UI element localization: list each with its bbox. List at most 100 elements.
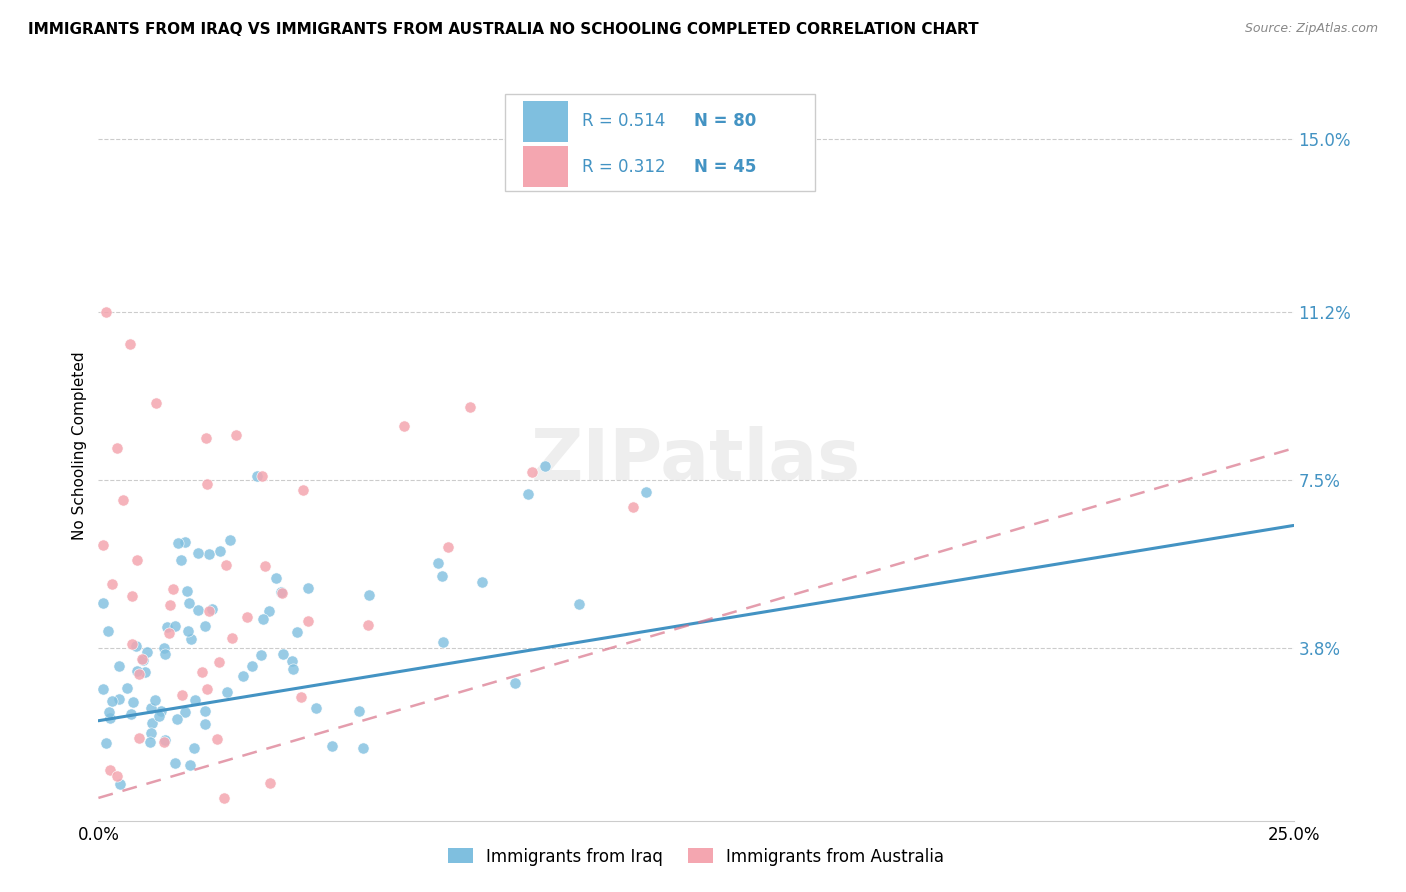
Text: R = 0.312: R = 0.312 [582,158,666,176]
Point [141,715,163,730]
Point [287,624,309,639]
Point [194,618,217,632]
Point [357,588,380,602]
Point [254,558,277,573]
Point [259,775,281,789]
Point [145,396,167,410]
Point [432,568,454,582]
Point [125,664,148,678]
Point [183,741,205,756]
Point [134,665,156,679]
Point [517,487,540,501]
Point [91,682,114,697]
Point [246,469,269,483]
Text: ZIPatlas: ZIPatlas [531,426,860,495]
Point [212,791,235,805]
Point [167,535,190,549]
Point [162,582,184,596]
Point [208,655,231,669]
Point [198,547,221,561]
Point [297,614,319,628]
Point [148,709,170,723]
Point [100,577,122,591]
Point [437,540,460,554]
Point [125,640,148,654]
Point [432,635,454,649]
Point [281,654,304,668]
Point [121,695,143,709]
Point [131,651,153,665]
Point [184,693,207,707]
Point [194,704,217,718]
Point [187,603,209,617]
Point [252,612,274,626]
Point [176,583,198,598]
Point [195,432,218,446]
Text: IMMIGRANTS FROM IRAQ VS IMMIGRANTS FROM AUSTRALIA NO SCHOOLING COMPLETED CORRELA: IMMIGRANTS FROM IRAQ VS IMMIGRANTS FROM … [28,22,979,37]
Point [166,713,188,727]
Point [180,632,202,646]
Y-axis label: No Schooling Completed: No Schooling Completed [72,351,87,541]
Point [290,690,312,704]
Point [357,618,380,632]
Point [173,706,195,720]
Point [349,704,371,718]
Point [259,604,281,618]
Point [112,493,135,508]
Point [179,758,201,772]
Point [264,571,287,585]
Point [157,625,180,640]
Point [105,769,128,783]
Point [198,604,221,618]
Point [156,620,179,634]
Point [108,777,131,791]
Point [634,485,657,500]
Point [225,427,247,442]
Point [195,682,218,697]
Point [91,538,114,552]
Point [94,305,117,319]
Point [97,624,120,639]
Text: N = 80: N = 80 [693,112,756,130]
Point [98,711,121,725]
Point [471,575,494,590]
Point [458,400,481,414]
Point [136,645,159,659]
FancyBboxPatch shape [505,94,815,191]
Point [101,694,124,708]
Point [107,658,129,673]
Point [128,667,150,681]
Legend: Immigrants from Iraq, Immigrants from Australia: Immigrants from Iraq, Immigrants from Au… [441,841,950,872]
Point [503,676,526,690]
Point [120,706,142,721]
Point [165,618,187,632]
Point [141,700,163,714]
Point [108,691,131,706]
Text: R = 0.514: R = 0.514 [582,112,666,130]
Point [352,740,374,755]
Point [174,535,197,549]
Point [291,483,314,497]
Point [115,681,138,696]
Point [392,419,415,434]
Point [191,665,214,679]
Point [270,585,292,599]
Point [240,658,263,673]
Point [98,705,121,719]
Point [187,546,209,560]
Point [304,701,326,715]
Point [128,731,150,745]
Point [568,597,591,611]
Text: N = 45: N = 45 [693,158,756,176]
Point [215,558,238,573]
Point [271,585,294,599]
Point [91,596,114,610]
Point [193,717,215,731]
Point [141,726,163,740]
Point [177,597,200,611]
Point [143,693,166,707]
FancyBboxPatch shape [523,146,568,187]
Point [297,581,319,595]
Point [321,739,343,753]
Point [195,476,218,491]
